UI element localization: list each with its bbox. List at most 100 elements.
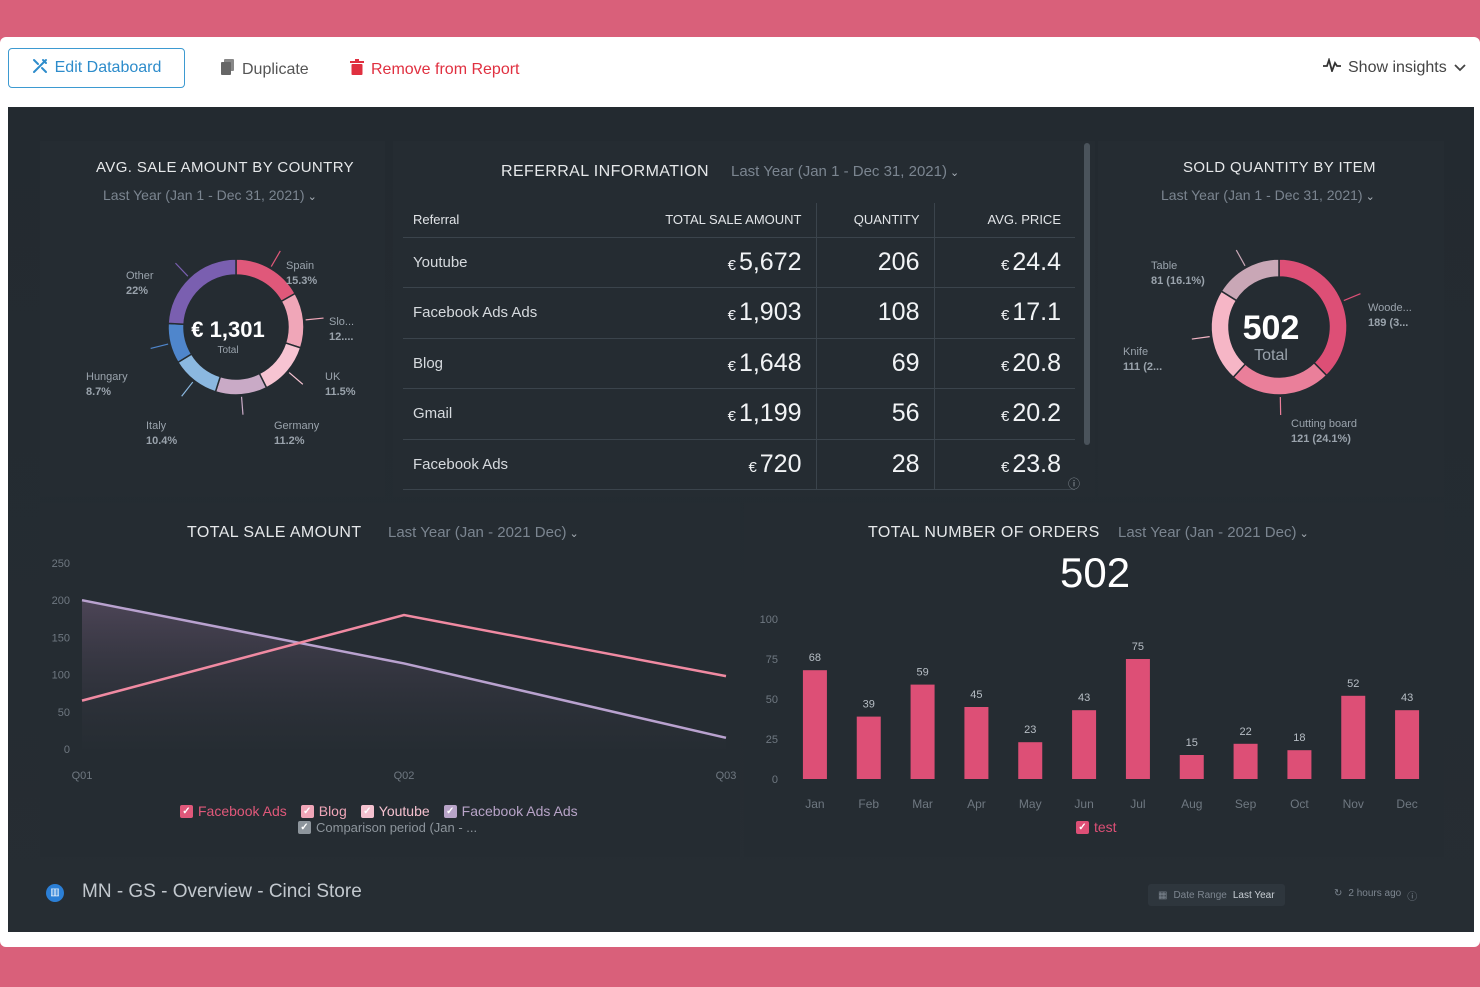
chevron-down-icon (1454, 59, 1466, 77)
show-insights-button[interactable]: Show insights (1323, 56, 1466, 77)
orders-title: TOTAL NUMBER OF ORDERS (868, 524, 1100, 541)
legend-item-youtube[interactable]: ✓ Youtube (360, 803, 430, 819)
x-tick-label: Q02 (394, 770, 415, 782)
country-label-spain: Spain 15.3% (286, 260, 318, 287)
bar-may[interactable] (1018, 742, 1043, 779)
legend-item-blog[interactable]: ✓ Blog (300, 803, 347, 819)
table-row[interactable]: Facebook Ads Ads €1,903 108 €17.1 (403, 287, 1075, 339)
table-row[interactable]: Gmail €1,199 56 €20.2 (403, 388, 1075, 440)
checkbox-icon: ✓ (298, 821, 311, 834)
bar-aug[interactable] (1179, 755, 1204, 779)
y-tick-label: 0 (64, 744, 70, 756)
bar-jun[interactable] (1072, 710, 1097, 779)
item-slice-3[interactable] (1220, 258, 1280, 302)
bar-apr[interactable] (964, 707, 989, 779)
facebook-ads-line[interactable] (81, 613, 727, 702)
last-updated: ↻ 2 hours ago ⓘ (1334, 888, 1417, 903)
cell-avg-price: €23.8 (933, 439, 1075, 490)
date-range-selector[interactable]: ▦ Date Range Last Year (1148, 884, 1285, 906)
orders-date-dropdown[interactable]: Last Year (Jan - 2021 Dec) ⌄ (1118, 524, 1309, 541)
x-tick-label: Sep (1235, 797, 1257, 811)
x-tick-label: Nov (1343, 797, 1364, 811)
checkbox-icon: ✓ (1076, 820, 1089, 834)
bar-value-label: 43 (1401, 692, 1413, 704)
y-tick-label: 250 (52, 558, 70, 570)
table-row[interactable]: Youtube €5,672 206 €24.4 (403, 237, 1075, 288)
copy-icon (221, 59, 235, 80)
comparison-line[interactable] (81, 598, 727, 740)
orders-date: Last Year (Jan - 2021 Dec) (1118, 524, 1297, 541)
avg-sale-donut-chart (150, 250, 324, 415)
calendar-icon: ▦ (1158, 889, 1168, 901)
bar-dec[interactable] (1395, 710, 1420, 779)
table-scrollbar[interactable] (1084, 143, 1090, 445)
databoard-title: MN - GS - Overview - Cinci Store (82, 881, 362, 902)
country-label-hungary: Hungary 8.7% (86, 371, 128, 398)
country-leader-2 (288, 372, 304, 385)
bar-feb[interactable] (856, 716, 881, 779)
legend-item-facebook-ads[interactable]: ✓ Facebook Ads (180, 803, 287, 819)
x-tick-label: Jul (1130, 797, 1145, 811)
x-tick-label: Dec (1396, 797, 1417, 811)
sold-qty-date-dropdown[interactable]: Last Year (Jan 1 - Dec 31, 2021) ⌄ (1161, 187, 1375, 203)
y-tick-label: 150 (52, 632, 70, 644)
cell-referral: Gmail (403, 388, 598, 440)
remove-from-report-button[interactable]: Remove from Report (350, 59, 520, 80)
country-leader-4 (181, 381, 194, 397)
bar-value-label: 75 (1132, 641, 1144, 653)
cell-total-sale: €720 (598, 439, 816, 490)
bar-jan[interactable] (802, 670, 827, 779)
legend-item-facebook-ads-ads[interactable]: ✓ Facebook Ads Ads (443, 803, 578, 819)
info-icon[interactable]: ⓘ (1407, 892, 1418, 903)
orders-bar-chart: 0 25 50 75 100 68 Jan 39 Feb 59 Mar 45 Apr 23 May 43 Jun… (760, 614, 1420, 811)
item-hole (1230, 278, 1328, 376)
item-leader-3 (1235, 249, 1246, 267)
col-total-sale-amount[interactable]: TOTAL SALE AMOUNT (598, 203, 816, 238)
sold-qty-title: SOLD QUANTITY BY ITEM (1183, 159, 1376, 176)
comparison-legend: ✓ Comparison period (Jan - ... (298, 820, 477, 835)
legend-item-comparison[interactable]: ✓ Comparison period (Jan - ... (298, 820, 477, 835)
duplicate-button[interactable]: Duplicate (221, 59, 309, 80)
avg-sale-date: Last Year (Jan 1 - Dec 31, 2021) (103, 187, 305, 203)
item-label-table: Table 81 (16.1%) (1151, 260, 1205, 287)
chevron-down-icon: ⌄ (569, 528, 579, 540)
item-leader-0 (1343, 293, 1361, 302)
refresh-icon[interactable]: ↻ (1334, 888, 1343, 899)
col-quantity[interactable]: QUANTITY (815, 203, 934, 238)
item-label-cutting-board: Cutting board 121 (24.1%) (1291, 418, 1358, 445)
x-tick-label: Jan (805, 797, 824, 811)
bar-mar[interactable] (910, 684, 935, 779)
cell-avg-price: €20.8 (933, 338, 1075, 389)
col-referral[interactable]: Referral (403, 203, 598, 238)
date-range-value: Last Year (1232, 889, 1275, 901)
referral-date-dropdown[interactable]: Last Year (Jan 1 - Dec 31, 2021) ⌄ (731, 163, 959, 180)
bar-oct[interactable] (1287, 750, 1312, 779)
avg-sale-title: AVG. SALE AMOUNT BY COUNTRY (96, 159, 355, 176)
cell-quantity: 28 (815, 439, 934, 490)
edit-databoard-label: Edit Databoard (54, 59, 162, 76)
databox-logo-icon: ▥ (46, 884, 64, 902)
edit-databoard-button[interactable]: Edit Databoard (8, 48, 185, 88)
table-row[interactable]: Blog €1,648 69 €20.8 (403, 338, 1075, 389)
cell-quantity: 108 (815, 287, 934, 339)
trash-icon (350, 59, 364, 80)
sold-qty-donut-chart (1191, 249, 1361, 415)
bar-value-label: 18 (1293, 732, 1305, 744)
total-sale-date-dropdown[interactable]: Last Year (Jan - 2021 Dec) ⌄ (388, 524, 579, 541)
info-icon[interactable]: ⓘ (1068, 477, 1081, 491)
total-sale-title: TOTAL SALE AMOUNT (187, 524, 362, 541)
sold-qty-total-value: 502 (1242, 309, 1300, 347)
avg-sale-date-dropdown[interactable]: Last Year (Jan 1 - Dec 31, 2021) ⌄ (103, 187, 317, 203)
bar-nov[interactable] (1341, 695, 1366, 779)
bar-sep[interactable] (1233, 743, 1258, 779)
y-tick-label: 50 (58, 707, 70, 719)
country-leader-3 (240, 396, 244, 415)
chevron-down-icon: ⌄ (949, 167, 960, 179)
col-avg-price[interactable]: AVG. PRICE (933, 203, 1075, 238)
country-slice-6[interactable] (167, 258, 237, 326)
table-row[interactable]: Facebook Ads €720 28 €23.8 (403, 439, 1075, 490)
bar-value-label: 39 (863, 699, 875, 711)
bar-jul[interactable] (1125, 659, 1150, 779)
cell-avg-price: €17.1 (933, 287, 1075, 339)
legend-item-test[interactable]: ✓ test (1076, 819, 1117, 835)
